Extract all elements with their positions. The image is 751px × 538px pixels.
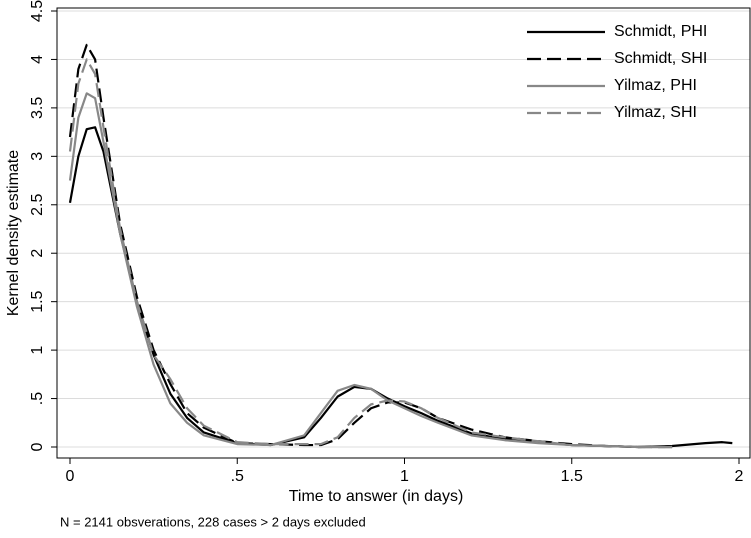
y-tick-label: 1.5 bbox=[29, 290, 46, 312]
plot-frame bbox=[56, 7, 751, 459]
y-tick-label: 1 bbox=[29, 346, 46, 355]
note: N = 2141 obsverations, 228 cases > 2 day… bbox=[60, 514, 366, 529]
x-tick-label: .5 bbox=[231, 468, 244, 485]
y-tick-label: 2 bbox=[29, 249, 46, 258]
series-line bbox=[68, 92, 673, 449]
series-line bbox=[68, 58, 673, 449]
x-axis-title: Time to answer (in days) bbox=[289, 488, 464, 505]
x-tick-label: 2 bbox=[735, 468, 744, 485]
legend-label: Schmidt, PHI bbox=[614, 23, 707, 40]
x-tick-label: 1 bbox=[400, 468, 409, 485]
x-tick-label: 0 bbox=[66, 468, 75, 485]
x-tick-label: 1.5 bbox=[561, 468, 583, 485]
y-tick-label: 4.5 bbox=[29, 0, 46, 22]
legend-label: Yilmaz, SHI bbox=[614, 104, 697, 121]
y-tick-label: 3 bbox=[29, 152, 46, 161]
y-tick-label: 4 bbox=[29, 55, 46, 64]
y-tick-label: 3.5 bbox=[29, 97, 46, 119]
series-line bbox=[68, 43, 673, 449]
y-tick-label: 0 bbox=[29, 442, 46, 451]
y-tick-label: .5 bbox=[29, 392, 46, 405]
y-axis-title: Kernel density estimate bbox=[5, 150, 22, 316]
legend-label: Schmidt, SHI bbox=[614, 50, 707, 67]
legend-label: Yilmaz, PHI bbox=[614, 77, 697, 94]
y-tick-label: 2.5 bbox=[29, 194, 46, 216]
